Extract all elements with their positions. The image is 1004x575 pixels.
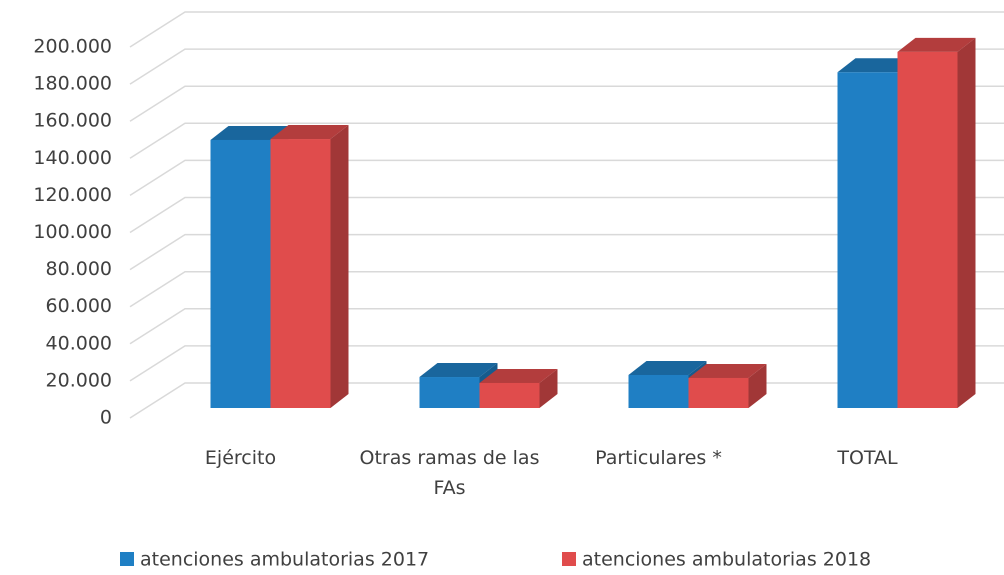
grid-line: [129, 196, 1004, 234]
x-tick-label: Otras ramas de las FAs: [359, 447, 540, 499]
grid-line: [129, 48, 1004, 85]
bar-top: [270, 125, 349, 140]
grid-line: [129, 11, 1004, 48]
bar-front: [628, 374, 689, 408]
y-tick-label: 0: [100, 407, 112, 429]
legend-swatch: [120, 552, 134, 566]
bar-top: [210, 125, 289, 140]
grid-line: [129, 308, 1004, 345]
bar-front: [419, 377, 480, 408]
bar-top: [419, 363, 498, 378]
grid-line: [129, 270, 1004, 308]
x-tick-label: TOTAL: [837, 447, 898, 469]
bar-front: [479, 382, 540, 408]
bar-front: [837, 72, 898, 409]
bar-top: [837, 58, 916, 73]
y-tick-label: 80.000: [46, 258, 112, 280]
legend-label: atenciones ambulatorias 2017: [140, 549, 429, 571]
legend-swatch: [562, 552, 576, 566]
y-tick-label: 60.000: [46, 295, 112, 317]
grid-line: [129, 233, 1004, 271]
x-tick-label: Ejército: [204, 447, 277, 469]
bar-front: [897, 51, 958, 409]
bar-side: [330, 125, 349, 409]
legend-label: atenciones ambulatorias 2018: [582, 549, 871, 571]
y-tick-label: 200.000: [33, 36, 112, 58]
bar-top: [628, 360, 707, 375]
grid-line: [129, 345, 1004, 382]
y-tick-label: 160.000: [33, 110, 112, 132]
bar-side: [539, 368, 558, 408]
bar-front: [688, 377, 749, 408]
x-tick-label: Particulares *: [595, 447, 722, 469]
bar: [897, 37, 976, 409]
y-tick-label: 120.000: [33, 184, 112, 206]
grid-line: [129, 85, 1004, 122]
bar-top: [897, 37, 976, 52]
bar: [479, 368, 558, 408]
bar-top: [688, 363, 767, 378]
bar-side: [957, 37, 976, 409]
bar: [270, 125, 349, 409]
y-tick-label: 40.000: [46, 332, 112, 354]
y-tick-label: 140.000: [33, 147, 112, 169]
bar: [419, 363, 498, 408]
y-tick-label: 100.000: [33, 221, 112, 243]
bar-front: [270, 139, 331, 408]
bar-front: [210, 139, 271, 408]
y-tick-label: 180.000: [33, 73, 112, 95]
bar: [688, 363, 767, 408]
bar-side: [748, 363, 767, 408]
grid-line: [129, 159, 1004, 197]
y-tick-label: 20.000: [46, 369, 112, 391]
grid-line: [129, 122, 1004, 159]
bar-top: [479, 368, 558, 383]
